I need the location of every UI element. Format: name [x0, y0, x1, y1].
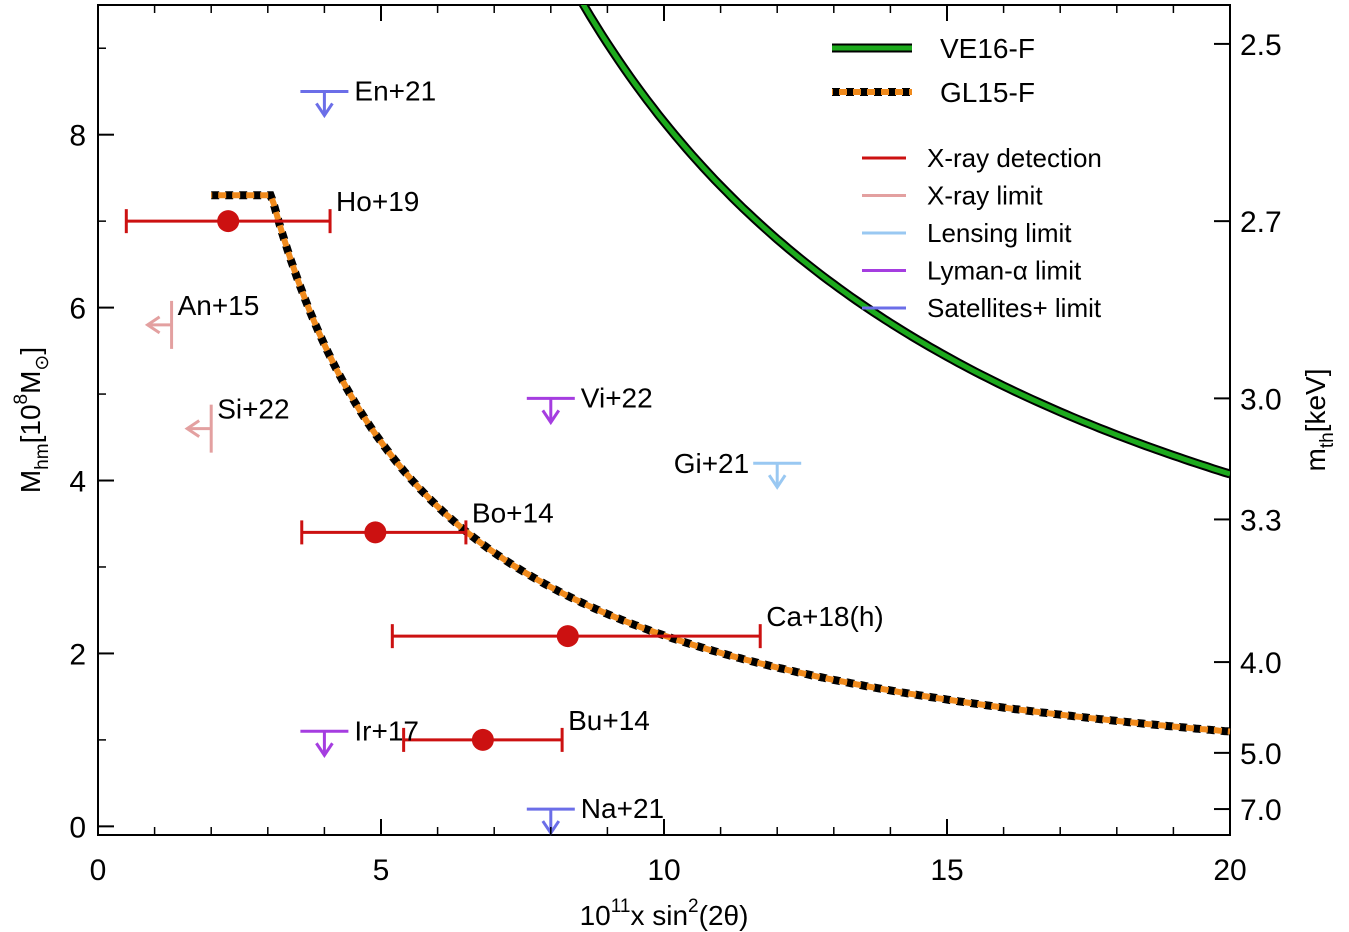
detection-label: Ho+19 — [336, 186, 419, 217]
detection-point — [217, 210, 240, 233]
detection-label: Bu+14 — [568, 705, 650, 736]
y2-tick-label: 5.0 — [1240, 738, 1282, 771]
legend-marker-label: Satellites+ limit — [927, 293, 1102, 323]
detection-point — [556, 625, 579, 648]
curves-layer — [211, 5, 1231, 736]
x-tick-label: 0 — [90, 854, 107, 887]
y-axis-title: Mhm[108M⊙] — [11, 347, 53, 493]
y2-tick-label: 2.5 — [1240, 29, 1282, 62]
legend-line-label: VE16-F — [940, 33, 1035, 64]
upper-limit-label: Na+21 — [581, 793, 664, 824]
y-tick-label: 8 — [69, 120, 86, 153]
ve16-curve — [580, 5, 1230, 477]
legend-marker-label: Lensing limit — [927, 218, 1072, 248]
ve16-curve-outline — [578, 5, 1230, 479]
upper-limit-label: Gi+21 — [674, 448, 750, 479]
upper-limit-arrow-head — [767, 474, 787, 490]
y2-axis-title: mth[keV] — [1300, 369, 1338, 472]
legend-marker-label: X-ray limit — [927, 181, 1043, 211]
y-tick-label: 4 — [69, 466, 86, 499]
xray-limit-arrow-head — [184, 419, 201, 438]
y2-tick-label: 3.0 — [1240, 383, 1282, 416]
upper-limit-arrow-head — [315, 742, 334, 758]
upper-limit-label: Vi+22 — [581, 382, 653, 413]
upper-limit-arrow-head — [541, 409, 561, 426]
y2-tick-label: 4.0 — [1240, 647, 1282, 680]
detection-label: Ca+18(h) — [766, 601, 884, 632]
y-tick-label: 6 — [69, 293, 86, 326]
x-tick-label: 20 — [1213, 854, 1246, 887]
detection-label: Bo+14 — [472, 497, 554, 528]
upper-limit-arrow-head — [315, 102, 334, 119]
x-axis-title: 1011x sin2(2θ) — [580, 896, 749, 931]
legend-marker-label: X-ray detection — [927, 143, 1102, 173]
x-tick-label: 10 — [647, 854, 680, 887]
xray-limit-label: Si+22 — [217, 394, 289, 425]
gl15-curve-outline — [211, 191, 1231, 736]
axes-layer: 0 5 10 15 20 0 2 4 6 8 2.5 2.7 3.0 3.3 4.0 5.0 7.0 — [69, 5, 1282, 887]
xray-limit-arrow-head — [144, 315, 161, 335]
legend-line-label: GL15-F — [940, 77, 1035, 108]
y-tick-label: 2 — [69, 638, 86, 671]
detection-point — [364, 521, 387, 544]
upper-limit-label: Ir+17 — [354, 715, 419, 746]
data-layer: Ho+19 Bo+14 Ca+18(h) Bu+14 An+15 Si+22 En+21 Vi… — [124, 75, 884, 836]
upper-limit-label: En+21 — [354, 75, 436, 106]
legend-marker-label: Lyman-α limit — [927, 256, 1082, 286]
y2-tick-label: 2.7 — [1240, 206, 1282, 239]
y2-tick-label: 3.3 — [1240, 504, 1282, 537]
x-tick-label: 5 — [373, 854, 390, 887]
xray-limit-label: An+15 — [178, 290, 260, 321]
detection-point — [471, 728, 494, 751]
x-tick-label: 15 — [930, 854, 963, 887]
gl15-curve — [211, 192, 1231, 735]
y-tick-label: 0 — [69, 811, 86, 844]
y2-tick-label: 7.0 — [1240, 794, 1282, 827]
legend: VE16-F GL15-F X-ray detection X-ray limit Le… — [832, 33, 1102, 323]
